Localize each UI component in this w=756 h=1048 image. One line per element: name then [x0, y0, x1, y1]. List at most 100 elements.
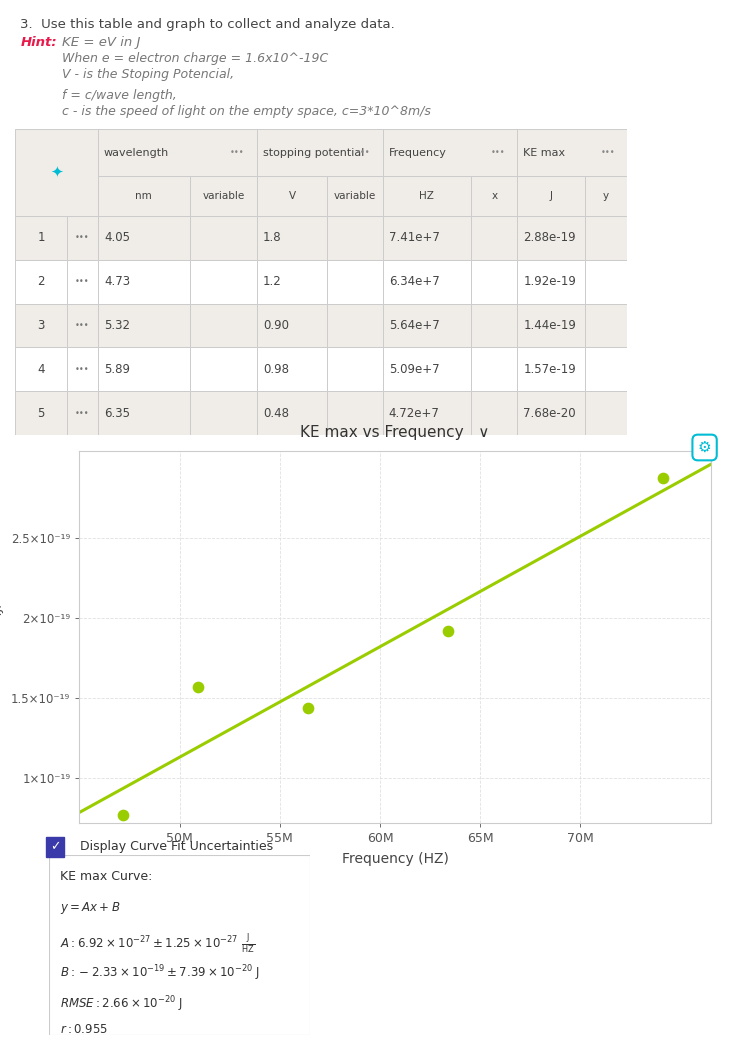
- Text: nm: nm: [135, 191, 152, 201]
- Text: •••: •••: [600, 148, 615, 157]
- Text: ✦: ✦: [50, 165, 63, 180]
- Text: variable: variable: [202, 191, 244, 201]
- Bar: [584, 216, 627, 260]
- Text: ⚙: ⚙: [698, 440, 711, 455]
- Text: 1.92e-19: 1.92e-19: [523, 276, 576, 288]
- Text: Hint:: Hint:: [20, 36, 57, 48]
- Bar: [383, 176, 471, 216]
- Bar: [67, 391, 98, 435]
- Text: 7.68e-20: 7.68e-20: [523, 407, 576, 419]
- Text: 1.44e-19: 1.44e-19: [523, 319, 576, 332]
- Text: V: V: [289, 191, 296, 201]
- Text: 5.89: 5.89: [104, 363, 130, 376]
- Bar: [584, 347, 627, 391]
- Bar: [517, 176, 584, 216]
- Text: •••: •••: [230, 148, 245, 157]
- Bar: [190, 216, 257, 260]
- Bar: [257, 391, 327, 435]
- Bar: [471, 260, 517, 304]
- Bar: [98, 176, 190, 216]
- Bar: [327, 347, 383, 391]
- Bar: [67, 304, 98, 347]
- Text: 6.34e+7: 6.34e+7: [389, 276, 439, 288]
- Bar: [67, 347, 98, 391]
- Bar: [15, 129, 98, 216]
- Text: 4: 4: [37, 363, 45, 376]
- Bar: [327, 304, 383, 347]
- Text: •••: •••: [75, 234, 90, 242]
- Bar: [257, 304, 327, 347]
- Bar: [471, 176, 517, 216]
- Text: •••: •••: [75, 278, 90, 286]
- Text: 6.35: 6.35: [104, 407, 130, 419]
- Bar: [584, 260, 627, 304]
- Point: [656, 470, 668, 486]
- Bar: [98, 129, 257, 176]
- Point: [302, 699, 314, 716]
- Text: 5.32: 5.32: [104, 319, 130, 332]
- Bar: [517, 260, 584, 304]
- Text: $y = Ax + B$: $y = Ax + B$: [60, 900, 120, 916]
- Text: 1.57e-19: 1.57e-19: [523, 363, 576, 376]
- Bar: [67, 260, 98, 304]
- Bar: [517, 129, 627, 176]
- Text: $B: -2.33 \times 10^{-19} \pm 7.39 \times 10^{-20}\ \mathrm{J}$: $B: -2.33 \times 10^{-19} \pm 7.39 \time…: [60, 963, 260, 983]
- Text: 4.05: 4.05: [104, 232, 130, 244]
- Bar: [190, 391, 257, 435]
- Title: KE max vs Frequency   ∨: KE max vs Frequency ∨: [300, 424, 490, 440]
- Text: V - is the Stoping Potencial,: V - is the Stoping Potencial,: [62, 68, 234, 81]
- Text: 5.09e+7: 5.09e+7: [389, 363, 439, 376]
- Bar: [257, 347, 327, 391]
- Text: 1: 1: [37, 232, 45, 244]
- Text: y: y: [603, 191, 609, 201]
- Text: KE max: KE max: [523, 148, 565, 157]
- Text: Frequency: Frequency: [389, 148, 447, 157]
- Bar: [517, 304, 584, 347]
- Bar: [49, 855, 56, 1035]
- Bar: [327, 216, 383, 260]
- Text: 1.2: 1.2: [263, 276, 282, 288]
- X-axis label: Frequency (HZ): Frequency (HZ): [342, 852, 448, 866]
- Text: variable: variable: [334, 191, 376, 201]
- Bar: [327, 176, 383, 216]
- Text: stopping potential: stopping potential: [263, 148, 364, 157]
- Point: [191, 678, 203, 695]
- Bar: [471, 391, 517, 435]
- Text: J: J: [550, 191, 553, 201]
- Bar: [190, 347, 257, 391]
- Text: 1.8: 1.8: [263, 232, 282, 244]
- Text: 0.48: 0.48: [263, 407, 289, 419]
- Bar: [257, 260, 327, 304]
- Text: When e = electron charge = 1.6x10^-19C: When e = electron charge = 1.6x10^-19C: [62, 52, 328, 65]
- Bar: [15, 260, 67, 304]
- Bar: [383, 216, 471, 260]
- Bar: [517, 216, 584, 260]
- Bar: [517, 391, 584, 435]
- Bar: [584, 176, 627, 216]
- Text: •••: •••: [75, 409, 90, 417]
- Bar: [471, 304, 517, 347]
- Bar: [15, 347, 67, 391]
- Bar: [15, 304, 67, 347]
- Bar: [383, 129, 517, 176]
- Bar: [383, 347, 471, 391]
- Text: 4.73: 4.73: [104, 276, 130, 288]
- Text: wavelength: wavelength: [104, 148, 169, 157]
- Point: [117, 807, 129, 824]
- Text: 5.64e+7: 5.64e+7: [389, 319, 439, 332]
- Text: •••: •••: [75, 365, 90, 374]
- Bar: [327, 260, 383, 304]
- Bar: [471, 216, 517, 260]
- Text: $RMSE: 2.66 \times 10^{-20}\ \mathrm{J}$: $RMSE: 2.66 \times 10^{-20}\ \mathrm{J}$: [60, 994, 183, 1013]
- Bar: [98, 347, 190, 391]
- Bar: [517, 347, 584, 391]
- Bar: [98, 304, 190, 347]
- Text: 5: 5: [38, 407, 45, 419]
- Text: 3: 3: [38, 319, 45, 332]
- Text: 0.90: 0.90: [263, 319, 289, 332]
- Bar: [471, 347, 517, 391]
- Bar: [15, 391, 67, 435]
- Bar: [257, 176, 327, 216]
- Bar: [383, 391, 471, 435]
- Text: HZ: HZ: [420, 191, 435, 201]
